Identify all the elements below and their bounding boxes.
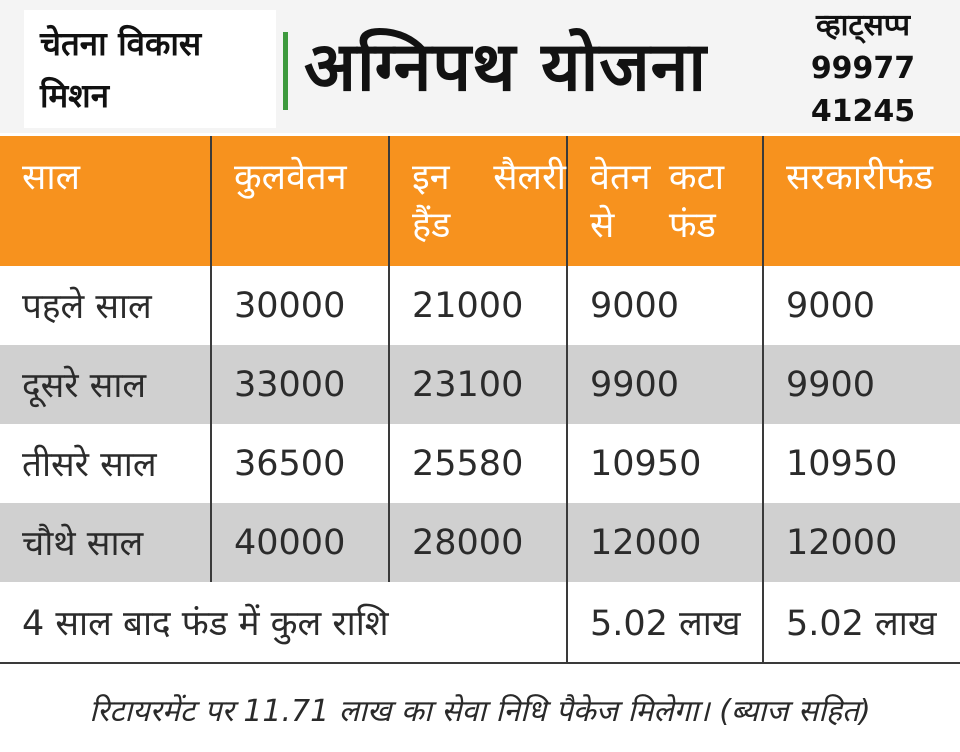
- government-fund-cell: 9000: [786, 285, 876, 326]
- column-header-text: वेतन से: [590, 157, 651, 246]
- total-label: 4 साल बाद फंड में कुल राशि: [0, 582, 568, 662]
- in-hand-salary-cell: 25580: [390, 424, 568, 503]
- column-header-text: सैलरी: [493, 157, 566, 198]
- total-salary-cell: 36500: [212, 424, 390, 503]
- deducted-fund-cell: 9000: [568, 266, 764, 345]
- total-salary-cell: 30000: [212, 266, 390, 345]
- in-hand-salary-cell: 21000: [390, 266, 568, 345]
- page-title: अग्निपथ योजना: [304, 28, 708, 107]
- org-name: चेतना विकास मिशन: [24, 10, 276, 128]
- total-deducted-fund: 5.02 लाख: [568, 582, 764, 662]
- government-fund-cell: 10950: [786, 443, 898, 484]
- column-header-text: इन हैंड: [412, 157, 451, 246]
- total-row: 4 साल बाद फंड में कुल राशि 5.02 लाख 5.02…: [0, 582, 960, 664]
- deducted-fund-cell: 10950: [568, 424, 764, 503]
- title-divider: [283, 32, 288, 110]
- year-cell: चौथे साल: [0, 503, 212, 582]
- table-header-row: साल कुल वेतन इन हैंड सैलरी वेतन से कटा फ…: [0, 136, 960, 266]
- government-fund-cell: 12000: [786, 522, 898, 563]
- header: चेतना विकास मिशन अग्निपथ योजना व्हाट्सप्…: [0, 0, 960, 133]
- column-header-government-fund: सरकारी फंड: [764, 136, 960, 266]
- column-header-text: साल: [22, 157, 81, 198]
- footer-note: रिटायरमेंट पर 11.71 लाख का सेवा निधि पैक…: [89, 694, 871, 729]
- org-name-line1: चेतना विकास: [40, 24, 202, 63]
- whatsapp-contact: व्हाट्सप्प 99977 41245: [788, 4, 938, 133]
- salary-table: साल कुल वेतन इन हैंड सैलरी वेतन से कटा फ…: [0, 136, 960, 664]
- contact-number-line2: 41245: [810, 94, 916, 129]
- total-government-fund: 5.02 लाख: [786, 603, 937, 644]
- table-row: दूसरे साल 33000 23100 9900 9900: [0, 345, 960, 424]
- in-hand-salary-cell: 23100: [390, 345, 568, 424]
- total-salary-cell: 40000: [212, 503, 390, 582]
- table-row: पहले साल 30000 21000 9000 9000: [0, 266, 960, 345]
- column-header-text: कुल: [234, 157, 287, 198]
- total-salary-cell: 33000: [212, 345, 390, 424]
- contact-label: व्हाट्सप्प: [815, 8, 911, 43]
- column-header-in-hand-salary: इन हैंड सैलरी: [390, 136, 568, 266]
- in-hand-salary-cell: 28000: [390, 503, 568, 582]
- table-row: चौथे साल 40000 28000 12000 12000: [0, 503, 960, 582]
- column-header-text: फंड: [886, 157, 934, 198]
- column-header-deducted-fund: वेतन से कटा फंड: [568, 136, 764, 266]
- column-header-total-salary: कुल वेतन: [212, 136, 390, 266]
- column-header-text: वेतन: [286, 157, 347, 198]
- column-header-year: साल: [0, 136, 212, 266]
- column-header-text: कटा फंड: [668, 157, 725, 246]
- year-cell: दूसरे साल: [0, 345, 212, 424]
- government-fund-cell: 9900: [786, 364, 876, 405]
- org-name-line2: मिशन: [40, 76, 110, 115]
- contact-number-line1: 99977: [810, 51, 916, 86]
- year-cell: पहले साल: [0, 266, 212, 345]
- table-row: तीसरे साल 36500 25580 10950 10950: [0, 424, 960, 503]
- deducted-fund-cell: 12000: [568, 503, 764, 582]
- column-header-text: सरकारी: [786, 157, 887, 198]
- year-cell: तीसरे साल: [0, 424, 212, 503]
- deducted-fund-cell: 9900: [568, 345, 764, 424]
